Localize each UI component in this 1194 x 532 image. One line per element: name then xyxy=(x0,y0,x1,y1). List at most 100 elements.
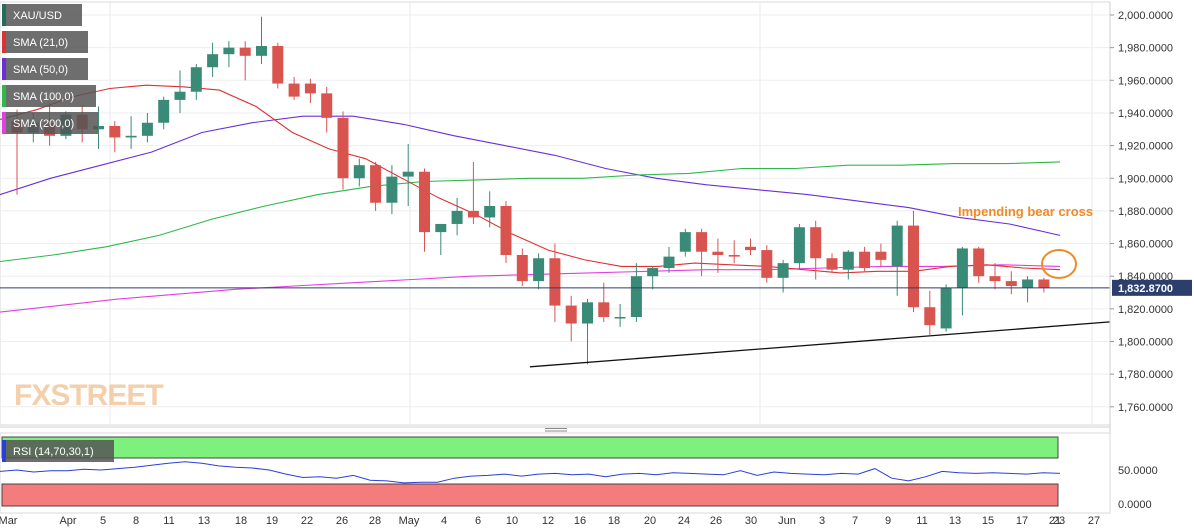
candle xyxy=(793,223,805,270)
candle xyxy=(484,191,496,228)
sma-lines xyxy=(0,84,1061,313)
y-tick-label: 1,780.0000 xyxy=(1118,369,1173,381)
candle-body xyxy=(940,287,952,329)
x-tick-label: 12 xyxy=(542,515,554,527)
candle xyxy=(630,263,642,322)
candle xyxy=(467,161,479,224)
rsi-legend-label: RSI (14,70,30,1) xyxy=(13,446,94,458)
candle-body xyxy=(1038,279,1050,288)
rsi-legend-box xyxy=(2,440,114,462)
candle-body xyxy=(370,165,382,203)
legend-box xyxy=(2,112,98,134)
legend-item: SMA (100,0) xyxy=(2,85,96,107)
x-tick-label: 9 xyxy=(885,515,891,527)
candle-body xyxy=(908,225,919,308)
x-tick-label: 28 xyxy=(369,515,381,527)
candle-body xyxy=(451,210,463,224)
candle-body xyxy=(679,232,691,252)
candle-body xyxy=(647,268,659,277)
candle xyxy=(321,86,333,133)
candle-body xyxy=(826,258,838,270)
candle-body xyxy=(304,83,316,94)
x-tick-label: 23 xyxy=(1053,515,1065,527)
candle xyxy=(125,116,137,149)
sma-21-line xyxy=(0,84,1061,274)
candle-body xyxy=(696,232,708,252)
candle-body xyxy=(500,206,512,255)
candle xyxy=(1005,271,1017,295)
candle-body xyxy=(663,256,675,269)
candle-body xyxy=(256,46,267,56)
candle xyxy=(826,253,838,273)
candle xyxy=(940,284,952,332)
candle xyxy=(647,266,659,290)
candle-body xyxy=(467,210,479,218)
x-tick-label: 11 xyxy=(163,515,174,527)
candle-body xyxy=(793,227,805,264)
candle-body xyxy=(516,254,528,282)
legend-item: XAU/USD xyxy=(2,4,82,26)
candle-body xyxy=(956,248,968,288)
candle-body xyxy=(141,122,153,136)
fxstreet-watermark: FXSTREET xyxy=(14,379,163,412)
candle xyxy=(158,96,170,130)
candle-body xyxy=(419,171,430,233)
legend-box xyxy=(2,4,82,26)
x-tick-label: Mar xyxy=(0,515,18,527)
candle-body xyxy=(549,258,561,306)
trendline xyxy=(529,321,1111,368)
x-tick-label: 24 xyxy=(678,515,690,527)
x-tick-label: 30 xyxy=(745,515,757,527)
candle xyxy=(223,41,235,68)
candle xyxy=(207,42,219,78)
x-tick-label: May xyxy=(399,515,420,527)
watermark-layer: FXSTREET xyxy=(14,379,164,412)
legend-swatch xyxy=(2,31,6,53)
candle-body xyxy=(223,47,235,55)
legend-item: SMA (50,0) xyxy=(2,58,88,80)
candle xyxy=(1038,277,1050,293)
candle xyxy=(956,246,968,316)
candle xyxy=(370,161,382,211)
legend-label: SMA (100,0) xyxy=(13,91,74,103)
bear-cross-circle xyxy=(1041,249,1077,279)
candle-body xyxy=(924,307,936,326)
legend-box xyxy=(2,31,88,53)
support-trendline xyxy=(529,321,1111,368)
x-tick-label: 22 xyxy=(301,515,313,527)
candle-body xyxy=(842,251,854,270)
y-tick-label: 1,860.0000 xyxy=(1118,239,1173,251)
legend: XAU/USD SMA (21,0) SMA (50,0) SMA (100,0) SM… xyxy=(2,4,98,134)
candle xyxy=(402,143,414,207)
x-tick-label: 6 xyxy=(475,515,481,527)
candle-body xyxy=(174,91,186,100)
rsi-overbought-zone xyxy=(1,436,1059,459)
candle-body xyxy=(891,225,903,267)
candle-body xyxy=(777,263,789,278)
x-tick-label: 26 xyxy=(336,515,348,527)
candle xyxy=(549,243,561,322)
candle xyxy=(989,263,1001,290)
candle xyxy=(174,70,186,113)
candle-body xyxy=(190,67,202,92)
candle xyxy=(500,201,512,264)
legend-box xyxy=(2,85,96,107)
legend-label: SMA (21,0) xyxy=(13,37,68,49)
x-tick-label: 16 xyxy=(574,515,586,527)
candle xyxy=(712,238,724,273)
candle xyxy=(337,111,349,190)
x-tick-label: 13 xyxy=(198,515,210,527)
x-tick-label: 8 xyxy=(133,515,139,527)
x-tick-label: 26 xyxy=(710,515,722,527)
candle-body xyxy=(533,258,545,282)
rsi-panel: RSI (14,70,30,1) 50.0000 0.0000 xyxy=(0,426,1158,514)
candle-body xyxy=(435,223,447,233)
candle-body xyxy=(337,117,349,179)
candle-body xyxy=(614,317,626,319)
sma-50-line xyxy=(0,115,1061,236)
legend-box xyxy=(2,58,88,80)
sma-100-line xyxy=(0,161,1061,263)
candles xyxy=(11,16,1050,365)
candle-body xyxy=(630,276,642,318)
